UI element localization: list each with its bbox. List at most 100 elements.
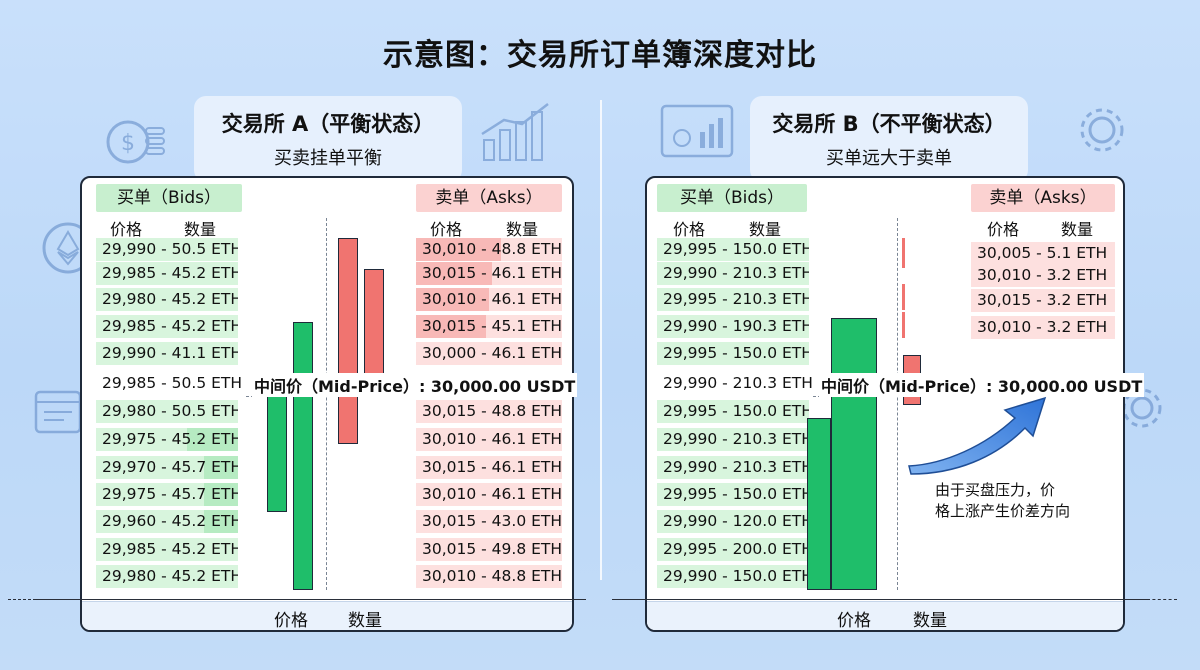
ask-row-text: 30,015 - 46.1 ETH: [422, 458, 562, 476]
bids-price-col: 价格: [110, 220, 143, 239]
bid-row-text: 29,985 - 45.2 ETH: [102, 264, 238, 282]
bid-row: 29,995 - 200.0 ETH: [657, 538, 809, 561]
ask-row: 30,010 - 46.1 ETH: [416, 428, 562, 451]
bid-row: 29,980 - 50.5 ETH: [96, 400, 238, 423]
asks-header: 卖单（Asks）: [971, 184, 1115, 212]
asks-price-col: 价格: [430, 220, 463, 239]
bid-row-text: 29,995 - 150.0 ETH: [663, 344, 809, 362]
mid-bid-row: 29,985 - 50.5 ETH: [96, 372, 246, 395]
bid-row-text: 29,990 - 50.5 ETH: [102, 240, 238, 258]
bids-qty-col: 数量: [184, 220, 217, 239]
bar-chart-icon: [481, 103, 549, 161]
ask-row: 30,005 - 5.1 ETH: [971, 242, 1115, 265]
ask-row-text: 30,000 - 46.1 ETH: [422, 344, 562, 362]
bid-row-text: 29,975 - 45.2 ETH: [102, 430, 238, 448]
bid-row-text: 29,985 - 45.2 ETH: [102, 317, 238, 335]
ask-depth-bar: [902, 312, 905, 338]
bids-price-col: 价格: [673, 220, 706, 239]
ask-row: 30,015 - 43.0 ETH: [416, 510, 562, 533]
bids-header: 买单（Bids）: [96, 184, 242, 212]
price-up-arrow-icon: [908, 396, 1047, 475]
bid-row-text: 29,995 - 150.0 ETH: [663, 402, 809, 420]
bid-depth-bar: [293, 322, 313, 590]
mid-bid-row: 29,990 - 210.3 ETH: [657, 372, 813, 395]
ask-depth-bar: [364, 269, 384, 379]
x-axis-price-label: 价格: [837, 611, 871, 631]
exchange-a-orderbook-panel: 买单（Bids） 卖单（Asks） 价格 数量 价格 数量 29,990 - 5…: [80, 176, 578, 632]
bid-row-text: 29,995 - 150.0 ETH: [663, 485, 809, 503]
exchange-b-orderbook-panel: 买单（Bids） 卖单（Asks） 价格 数量 价格 数量 29,995 - 1…: [645, 176, 1145, 632]
bid-row-text: 29,995 - 210.3 ETH: [663, 290, 809, 308]
ask-row: 30,010 - 46.1 ETH: [416, 288, 562, 311]
ask-row: 30,015 - 46.1 ETH: [416, 456, 562, 479]
bid-row-text: 29,985 - 45.2 ETH: [102, 540, 238, 558]
ask-row: 30,015 - 3.2 ETH: [971, 289, 1115, 312]
bid-row: 29,990 - 150.0 ETH: [657, 565, 809, 588]
bid-row: 29,995 - 150.0 ETH: [657, 483, 809, 506]
bid-row: 29,995 - 150.0 ETH: [657, 238, 809, 261]
axis-footer: [82, 601, 572, 630]
bid-row-text: 29,975 - 45.7 ETH: [102, 485, 238, 503]
center-divider: [600, 100, 602, 580]
ask-row-text: 30,010 - 48.8 ETH: [422, 567, 562, 585]
bid-row: 29,985 - 45.2 ETH: [96, 538, 238, 561]
mid-bid-row-text: 29,985 - 50.5 ETH: [102, 374, 243, 392]
exchange-a-name: 交易所 A（平衡状态）: [221, 112, 435, 136]
exchange-a-header: 交易所 A（平衡状态） 买卖挂单平衡: [194, 96, 462, 182]
bid-row: 29,990 - 120.0 ETH: [657, 510, 809, 533]
baseline-right-dash: [1147, 599, 1177, 600]
mid-price-label: 中间价（Mid-Price）: 30,000.00 USDT: [819, 373, 1145, 397]
bids-header: 买单（Bids）: [657, 184, 807, 212]
ask-row-text: 30,015 - 48.8 ETH: [422, 402, 562, 420]
ask-row-text: 30,015 - 3.2 ETH: [977, 291, 1108, 309]
bid-row: 29,960 - 45.2 ETH: [96, 510, 238, 533]
bid-row: 29,990 - 190.3 ETH: [657, 315, 809, 338]
ask-row: 30,015 - 45.1 ETH: [416, 315, 562, 338]
baseline-right: [612, 599, 1147, 600]
asks-qty-col: 数量: [506, 220, 539, 239]
bid-row: 29,980 - 45.2 ETH: [96, 565, 238, 588]
bid-row-text: 29,995 - 200.0 ETH: [663, 540, 809, 558]
bid-row-text: 29,990 - 210.3 ETH: [663, 264, 809, 282]
note-line-1: 由于买盘压力，价: [935, 481, 1056, 499]
bid-row-text: 29,990 - 150.0 ETH: [663, 567, 809, 585]
mid-bid-row-text: 29,990 - 210.3 ETH: [663, 374, 813, 392]
exchange-b-header: 交易所 B（不平衡状态） 买单远大于卖单: [750, 96, 1028, 182]
ask-row: 30,010 - 48.8 ETH: [416, 238, 562, 261]
bid-depth-bar: [267, 388, 287, 512]
bid-row: 29,990 - 210.3 ETH: [657, 262, 809, 285]
browser-window-icon: [34, 390, 82, 434]
exchange-a-subtitle: 买卖挂单平衡: [274, 148, 382, 169]
bid-row: 29,985 - 45.2 ETH: [96, 262, 238, 285]
bid-row: 29,980 - 45.2 ETH: [96, 288, 238, 311]
svg-text:$: $: [121, 131, 135, 156]
ask-row-text: 30,010 - 3.2 ETH: [977, 266, 1108, 284]
ask-depth-bar: [902, 284, 905, 310]
ask-row: 30,010 - 48.8 ETH: [416, 565, 562, 588]
mid-price-label: 中间价（Mid-Price）: 30,000.00 USDT: [252, 373, 578, 397]
bids-qty-col: 数量: [749, 220, 782, 239]
bid-row: 29,995 - 210.3 ETH: [657, 288, 809, 311]
ask-row-text: 30,010 - 48.8 ETH: [422, 240, 562, 258]
page-title: 示意图：交易所订单簿深度对比: [383, 38, 817, 73]
x-axis-price-label: 价格: [274, 611, 308, 631]
ask-row-text: 30,015 - 45.1 ETH: [422, 317, 562, 335]
bid-depth-bar: [807, 418, 831, 590]
bid-row: 29,970 - 45.7 ETH: [96, 456, 238, 479]
baseline-left-dash: [8, 599, 36, 600]
bid-row: 29,990 - 41.1 ETH: [96, 342, 238, 365]
bid-row-text: 29,990 - 41.1 ETH: [102, 344, 238, 362]
asks-qty-col: 数量: [1061, 220, 1094, 239]
asks-header: 卖单（Asks）: [416, 184, 562, 212]
bid-depth-bar: [831, 318, 877, 590]
bid-row-text: 29,990 - 210.3 ETH: [663, 458, 809, 476]
ask-depth-bar: [338, 238, 358, 444]
bid-row: 29,985 - 45.2 ETH: [96, 315, 238, 338]
center-price-axis: [326, 218, 327, 590]
bid-row-text: 29,990 - 120.0 ETH: [663, 512, 809, 530]
document-icon: [660, 104, 734, 158]
ask-row: 30,015 - 48.8 ETH: [416, 400, 562, 423]
x-axis-qty-label: 数量: [913, 611, 947, 631]
bid-row-text: 29,990 - 210.3 ETH: [663, 430, 809, 448]
gear-icon: [1080, 108, 1124, 152]
